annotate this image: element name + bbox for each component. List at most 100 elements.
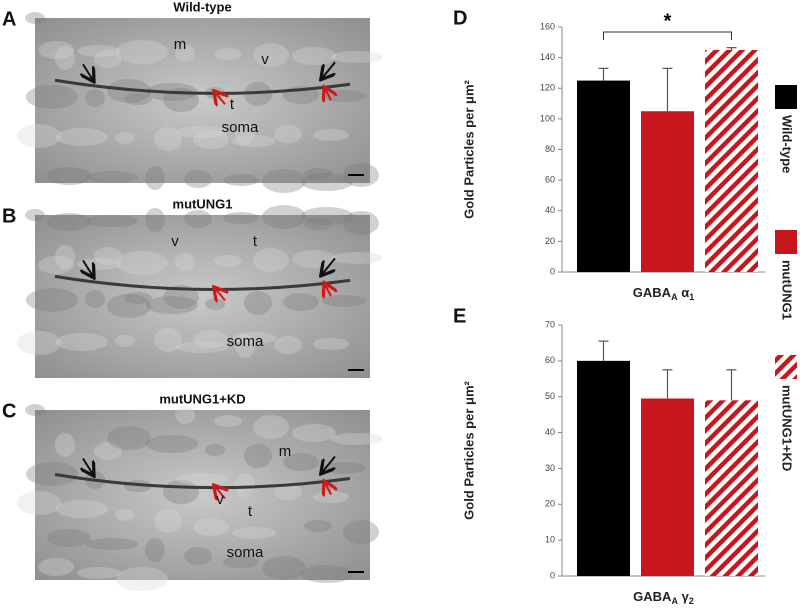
structure-label: soma <box>222 119 259 136</box>
texture <box>235 121 255 145</box>
panel-letter: D <box>453 7 467 29</box>
arrow <box>83 63 93 80</box>
texture <box>214 255 242 267</box>
y-tick-label: 140 <box>540 52 555 62</box>
texture <box>214 48 242 60</box>
texture <box>38 256 74 274</box>
x-label-part: α <box>678 285 690 300</box>
texture <box>331 51 383 63</box>
structure-label: m <box>174 36 187 53</box>
texture <box>313 338 349 350</box>
arrow <box>83 259 93 276</box>
arrow <box>325 88 331 100</box>
structure-label: v <box>261 51 269 68</box>
texture <box>85 89 105 107</box>
texture <box>55 433 75 457</box>
texture <box>17 124 61 148</box>
texture <box>244 82 272 106</box>
y-tick-label: 20 <box>545 236 555 246</box>
micrograph <box>35 18 370 183</box>
arrow <box>322 61 336 78</box>
significance-bracket <box>603 31 732 40</box>
micrograph <box>35 215 370 378</box>
texture <box>38 41 74 59</box>
texture <box>124 292 152 304</box>
x-axis-label: GABAA γ2 <box>633 589 694 606</box>
panel-title: Wild-type <box>173 0 231 14</box>
texture <box>193 330 229 348</box>
y-axis-label: Gold Particles per μm² <box>461 380 476 519</box>
texture <box>262 169 306 193</box>
texture <box>253 415 289 439</box>
texture <box>301 173 353 191</box>
structure-label: v <box>171 233 179 250</box>
texture <box>223 556 259 568</box>
texture <box>85 290 105 308</box>
membrane <box>54 78 351 95</box>
texture <box>77 567 121 579</box>
texture <box>262 556 306 580</box>
texture <box>253 43 289 67</box>
y-tick-label: 160 <box>540 21 555 31</box>
texture <box>184 210 212 228</box>
texture <box>232 332 276 344</box>
texture <box>145 538 165 562</box>
texture <box>116 567 168 591</box>
y-tick-label: 10 <box>545 535 555 545</box>
panel-title: mutUNG1+KD <box>159 391 245 406</box>
texture <box>301 207 353 225</box>
texture <box>115 509 135 521</box>
texture <box>235 334 255 358</box>
texture <box>292 47 336 65</box>
structure-label: soma <box>227 544 264 561</box>
texture <box>26 462 78 486</box>
texture <box>193 518 229 536</box>
texture <box>146 435 198 453</box>
legend-label: mutUNG1 <box>780 260 795 320</box>
panel-title: mutUNG1 <box>173 196 233 211</box>
texture <box>176 126 228 138</box>
y-tick-label: 0 <box>550 570 555 580</box>
panel-letter: E <box>453 305 466 327</box>
y-tick-label: 30 <box>545 463 555 473</box>
texture <box>232 527 276 539</box>
texture <box>86 538 138 550</box>
texture <box>175 406 195 424</box>
texture <box>56 333 108 351</box>
arrow <box>322 455 336 473</box>
texture <box>145 208 165 232</box>
texture <box>331 433 383 445</box>
texture <box>176 341 228 353</box>
texture <box>17 331 61 355</box>
structure-label: m <box>279 443 292 460</box>
texture <box>86 215 138 227</box>
texture <box>244 291 272 315</box>
texture <box>94 247 122 265</box>
texture <box>175 44 195 62</box>
texture <box>25 209 45 221</box>
texture <box>107 294 151 318</box>
texture <box>145 166 165 190</box>
bar <box>705 49 758 272</box>
x-label-part: GABA <box>633 285 672 300</box>
texture <box>55 245 75 269</box>
bar <box>705 400 758 576</box>
texture <box>154 127 182 151</box>
texture <box>26 288 78 312</box>
micrograph <box>35 410 370 580</box>
texture <box>223 212 259 224</box>
texture <box>343 211 379 235</box>
arrow <box>215 92 225 104</box>
texture <box>232 135 276 147</box>
panel-letter: A <box>2 8 16 30</box>
texture <box>304 218 332 230</box>
texture <box>47 213 91 231</box>
texture <box>154 328 182 352</box>
arrow <box>325 483 331 495</box>
texture <box>176 473 228 485</box>
x-label-part: 2 <box>689 596 694 606</box>
texture <box>223 174 259 186</box>
texture <box>304 168 332 180</box>
x-label-part: 1 <box>689 292 694 302</box>
structure-label: v <box>216 491 224 508</box>
